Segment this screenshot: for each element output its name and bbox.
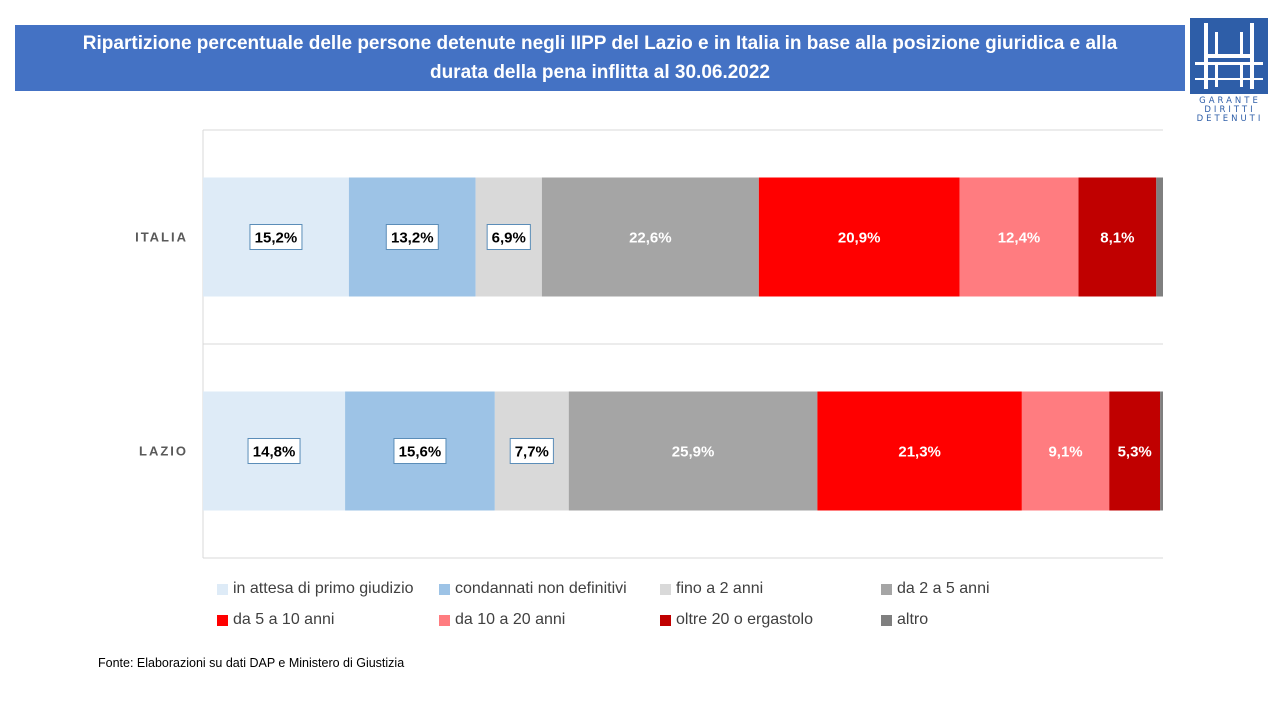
logo-text-line-2: DIRITTI — [1204, 105, 1256, 115]
legend-item-condannati-non-definitivi: condannati non definitivi — [439, 578, 627, 600]
legend-swatch-fino-a-2-anni — [660, 583, 671, 595]
data-label-box-fino-a-2-anni-lazio — [509, 438, 554, 464]
legend-item-oltre-20-o-ergastolo: oltre 20 o ergastolo — [660, 609, 813, 631]
legend-item-da-2-a-5-anni: da 2 a 5 anni — [881, 578, 990, 600]
logo-text-line-1: GARANTE — [1199, 96, 1261, 106]
bar-segment-da-5-a-10-anni-lazio — [817, 391, 1022, 511]
data-label-da-10-a-20-anni-lazio: 9,1% — [1048, 444, 1082, 461]
garante-logo-mark — [1195, 23, 1263, 89]
chart-title-banner: Ripartizione percentuale delle persone d… — [15, 25, 1185, 91]
data-label-da-5-a-10-anni-lazio: 21,3% — [898, 444, 941, 461]
bar-segment-da-10-a-20-anni-lazio — [1021, 391, 1110, 511]
data-label-fino-a-2-anni-italia: 6,9% — [492, 230, 526, 247]
legend-label-da-10-a-20-anni: da 10 a 20 anni — [455, 611, 566, 628]
data-label-da-2-a-5-anni-italia: 22,6% — [629, 230, 672, 247]
legend-item-in-attesa-di-primo-giudizio: in attesa di primo giudizio — [217, 578, 414, 600]
data-label-da-5-a-10-anni-italia: 20,9% — [838, 230, 881, 247]
bar-segment-altro-italia — [1156, 177, 1163, 297]
legend-label-oltre-20-o-ergastolo: oltre 20 o ergastolo — [676, 611, 813, 628]
legend-item-da-5-a-10-anni: da 5 a 10 anni — [217, 609, 334, 631]
chart-title-line-2: durata della pena inflitta al 30.06.2022 — [429, 62, 771, 83]
legend-swatch-in-attesa-di-primo-giudizio — [217, 583, 228, 595]
legend-swatch-da-5-a-10-anni — [217, 614, 228, 626]
stacked-bar-chart: ITALIA 15,2% 13,2% 6,9% 22,6% 20,9% 12,4% 8,1% L… — [135, 129, 1163, 559]
legend-swatch-condannati-non-definitivi — [439, 583, 450, 595]
bar-segment-oltre-20-o-ergastolo-italia — [1078, 177, 1157, 297]
data-label-box-condannati-non-definitivi-lazio — [393, 438, 447, 464]
legend-label-da-2-a-5-anni: da 2 a 5 anni — [897, 580, 990, 597]
data-label-box-condannati-non-definitivi-italia — [385, 224, 439, 250]
legend-label-altro: altro — [897, 611, 929, 628]
legend-swatch-da-2-a-5-anni — [881, 583, 892, 595]
source-note: Fonte: Elaborazioni su dati DAP e Minist… — [98, 656, 405, 670]
data-label-box-in-attesa-di-primo-giudizio-italia — [249, 224, 303, 250]
chart-legend: in attesa di primo giudizio condannati no… — [217, 578, 1117, 642]
data-label-oltre-20-o-ergastolo-italia: 8,1% — [1100, 230, 1134, 247]
legend-item-da-10-a-20-anni: da 10 a 20 anni — [439, 609, 565, 631]
legend-label-in-attesa-di-primo-giudizio: in attesa di primo giudizio — [233, 580, 414, 597]
legend-item-fino-a-2-anni: fino a 2 anni — [660, 578, 763, 600]
legend-swatch-da-10-a-20-anni — [439, 614, 450, 626]
legend-swatch-altro — [881, 614, 892, 626]
bar-segment-da-2-a-5-anni-lazio — [568, 391, 818, 511]
bar-segment-oltre-20-o-ergastolo-lazio — [1109, 391, 1161, 511]
chart-title-line-1: Ripartizione percentuale delle persone d… — [82, 33, 1118, 54]
data-label-oltre-20-o-ergastolo-lazio: 5,3% — [1118, 444, 1152, 461]
logo-text-line-3: DETENUTI — [1196, 114, 1264, 124]
category-label-lazio: LAZIO — [139, 444, 188, 459]
data-label-condannati-non-definitivi-italia: 13,2% — [391, 230, 434, 247]
data-label-fino-a-2-anni-lazio: 7,7% — [515, 444, 549, 461]
data-label-in-attesa-di-primo-giudizio-lazio: 14,8% — [253, 444, 296, 461]
garante-logo: GARANTE DIRITTI DETENUTI — [1190, 18, 1270, 128]
category-label-italia: ITALIA — [135, 230, 188, 245]
garante-logo-text: GARANTE DIRITTI DETENUTI — [1190, 97, 1270, 124]
bar-segment-altro-lazio — [1160, 391, 1163, 511]
legend-label-da-5-a-10-anni: da 5 a 10 anni — [233, 611, 335, 628]
data-label-da-10-a-20-anni-italia: 12,4% — [998, 230, 1041, 247]
data-label-condannati-non-definitivi-lazio: 15,6% — [399, 444, 442, 461]
legend-label-fino-a-2-anni: fino a 2 anni — [676, 580, 764, 597]
bar-segment-da-10-a-20-anni-italia — [959, 177, 1079, 297]
data-label-box-in-attesa-di-primo-giudizio-lazio — [247, 438, 301, 464]
bar-segment-da-5-a-10-anni-italia — [758, 177, 960, 297]
garante-logo-icon — [1190, 18, 1268, 94]
legend-label-condannati-non-definitivi: condannati non definitivi — [455, 580, 627, 597]
data-label-box-fino-a-2-anni-italia — [486, 224, 531, 250]
legend-swatch-oltre-20-o-ergastolo — [660, 614, 671, 626]
legend-item-altro: altro — [881, 609, 928, 631]
data-label-da-2-a-5-anni-lazio: 25,9% — [672, 444, 715, 461]
bar-segment-da-2-a-5-anni-italia — [541, 177, 759, 297]
data-label-in-attesa-di-primo-giudizio-italia: 15,2% — [255, 230, 298, 247]
